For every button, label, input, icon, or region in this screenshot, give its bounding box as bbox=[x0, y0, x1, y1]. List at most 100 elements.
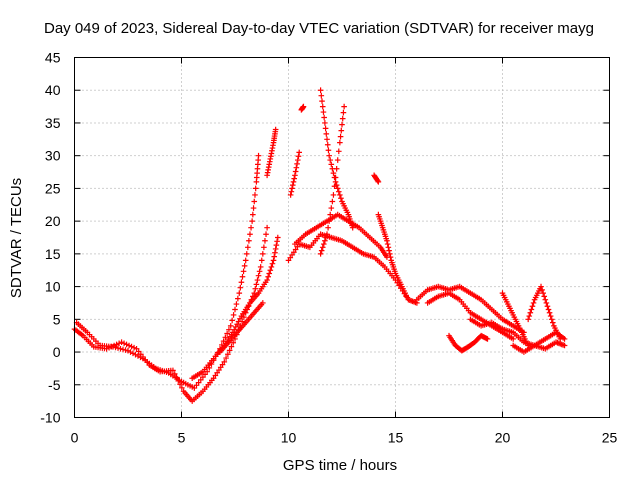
series-arc-10 bbox=[317, 103, 347, 257]
x-tick-label: 10 bbox=[281, 430, 297, 446]
data-point bbox=[115, 345, 121, 351]
data-point bbox=[330, 192, 337, 198]
data-point bbox=[177, 381, 183, 388]
data-point bbox=[238, 279, 245, 286]
y-tick-label: 25 bbox=[45, 180, 61, 196]
y-tick-label: 10 bbox=[45, 279, 61, 295]
data-point bbox=[318, 92, 325, 99]
data-point bbox=[333, 165, 340, 172]
data-point bbox=[542, 296, 549, 303]
y-tick-label: 45 bbox=[45, 50, 61, 66]
data-point bbox=[253, 281, 260, 288]
data-point bbox=[539, 287, 545, 293]
data-point bbox=[241, 314, 247, 320]
data-point bbox=[227, 323, 234, 329]
data-point bbox=[540, 290, 546, 296]
data-point bbox=[245, 244, 251, 251]
data-point bbox=[322, 125, 329, 132]
data-point bbox=[318, 247, 325, 254]
data-point bbox=[331, 183, 338, 190]
data-point bbox=[543, 300, 550, 306]
grid bbox=[74, 57, 610, 418]
data-point bbox=[260, 251, 266, 257]
data-point bbox=[340, 109, 347, 116]
series-arc-6 bbox=[287, 149, 302, 198]
data-point bbox=[275, 234, 281, 241]
data-point bbox=[265, 273, 271, 280]
data-point bbox=[549, 319, 556, 326]
x-axis-label: GPS time / hours bbox=[283, 457, 397, 474]
series-arc-19 bbox=[525, 283, 564, 342]
data-point bbox=[110, 344, 116, 350]
data-point bbox=[252, 192, 258, 198]
data-point bbox=[257, 264, 264, 270]
data-point bbox=[384, 241, 391, 247]
x-tick-label: 15 bbox=[388, 430, 404, 446]
data-point bbox=[329, 198, 336, 205]
data-point bbox=[320, 109, 327, 115]
data-point bbox=[529, 303, 536, 310]
data-point bbox=[267, 267, 274, 274]
data-point bbox=[374, 177, 381, 184]
data-point bbox=[322, 120, 328, 126]
data-point bbox=[270, 257, 277, 264]
data-point bbox=[323, 131, 330, 137]
y-tick-label: 0 bbox=[53, 344, 61, 360]
data-point bbox=[242, 257, 249, 264]
data-point bbox=[324, 231, 330, 238]
data-point bbox=[226, 347, 233, 354]
data-point bbox=[335, 148, 342, 155]
data-point bbox=[327, 157, 334, 163]
data-point bbox=[112, 344, 119, 351]
data-point bbox=[120, 346, 126, 353]
data-point bbox=[546, 309, 553, 316]
data-point bbox=[349, 224, 356, 231]
x-tick-label: 20 bbox=[495, 430, 511, 446]
data-point bbox=[126, 342, 132, 349]
data-point bbox=[387, 254, 394, 260]
y-tick-label: 20 bbox=[45, 213, 61, 229]
data-point bbox=[121, 340, 127, 347]
y-tick-label: -10 bbox=[40, 410, 60, 426]
series-arc-14 bbox=[414, 283, 527, 336]
data-point bbox=[255, 152, 262, 159]
data-point bbox=[326, 218, 332, 224]
data-point bbox=[385, 244, 392, 251]
data-point bbox=[289, 185, 295, 192]
data-point bbox=[251, 198, 258, 205]
data-point bbox=[239, 273, 246, 280]
axis-ticks bbox=[74, 57, 610, 418]
data-point bbox=[266, 270, 273, 277]
data-point bbox=[229, 317, 235, 324]
data-point bbox=[386, 251, 393, 257]
data-point bbox=[232, 306, 238, 313]
x-tick-label: 0 bbox=[71, 430, 79, 446]
data-point bbox=[386, 247, 392, 254]
data-point bbox=[328, 161, 335, 168]
data-point bbox=[527, 309, 534, 316]
data-point bbox=[545, 306, 552, 313]
series-arc-13 bbox=[375, 211, 420, 306]
data-point bbox=[538, 283, 544, 290]
data-point bbox=[170, 367, 176, 374]
data-point bbox=[118, 339, 125, 346]
series-arc-5 bbox=[264, 126, 279, 179]
data-point bbox=[300, 103, 307, 110]
data-point bbox=[256, 268, 263, 275]
data-point bbox=[237, 284, 244, 291]
data-point bbox=[252, 285, 259, 292]
data-point bbox=[289, 182, 296, 188]
data-point bbox=[332, 174, 339, 181]
data-point bbox=[258, 257, 265, 264]
data-point bbox=[337, 192, 343, 198]
data-point bbox=[288, 188, 295, 195]
data-point bbox=[530, 300, 537, 306]
series-arc-16 bbox=[446, 332, 491, 354]
data-point bbox=[337, 133, 344, 140]
data-point bbox=[264, 277, 270, 283]
data-point bbox=[338, 127, 345, 134]
data-point bbox=[528, 306, 535, 313]
data-point bbox=[131, 344, 137, 351]
data-point bbox=[291, 175, 298, 182]
